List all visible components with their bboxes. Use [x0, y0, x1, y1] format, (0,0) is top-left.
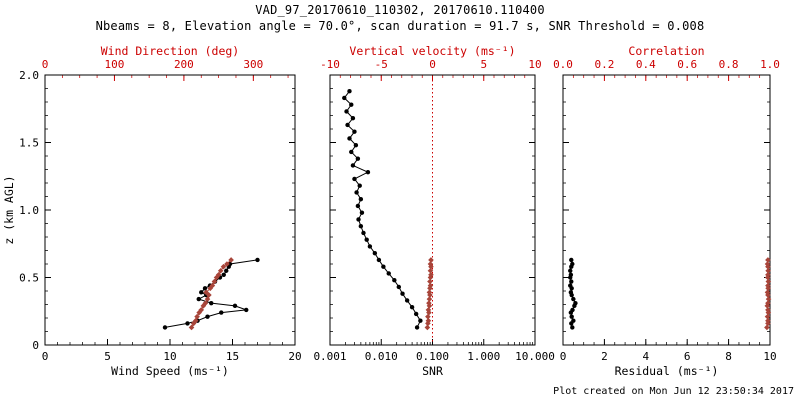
- svg-text:10: 10: [763, 350, 776, 363]
- svg-text:20: 20: [288, 350, 301, 363]
- svg-text:Vertical velocity (ms⁻¹): Vertical velocity (ms⁻¹): [349, 44, 515, 58]
- svg-text:-10: -10: [320, 58, 340, 71]
- svg-text:0.4: 0.4: [636, 58, 656, 71]
- svg-text:10.000: 10.000: [515, 350, 555, 363]
- svg-text:Correlation: Correlation: [628, 44, 704, 58]
- svg-text:5: 5: [480, 58, 487, 71]
- svg-text:z (km AGL): z (km AGL): [2, 175, 16, 244]
- svg-text:2.0: 2.0: [19, 69, 39, 82]
- svg-text:1.000: 1.000: [467, 350, 500, 363]
- svg-text:0: 0: [32, 339, 39, 352]
- svg-text:-5: -5: [375, 58, 388, 71]
- panel-frame: [329, 74, 536, 346]
- panel-frame: [44, 74, 296, 346]
- correlation-series: [764, 257, 772, 331]
- vertical-velocity-series: [424, 257, 434, 331]
- svg-text:0: 0: [560, 350, 567, 363]
- plot-subtitle: Nbeams = 8, Elevation angle = 70.0°, sca…: [95, 19, 705, 33]
- svg-text:1.0: 1.0: [19, 204, 39, 217]
- svg-text:300: 300: [243, 58, 263, 71]
- svg-text:0.010: 0.010: [365, 350, 398, 363]
- svg-text:0.6: 0.6: [677, 58, 697, 71]
- svg-text:200: 200: [174, 58, 194, 71]
- svg-text:0.8: 0.8: [719, 58, 739, 71]
- panel-wind: 0 0.5 1.0 1.5 2.0 z (km AGL) 0 5 10 15 20 Wind Spee…: [2, 44, 302, 378]
- svg-text:5: 5: [104, 350, 111, 363]
- svg-text:0.001: 0.001: [313, 350, 346, 363]
- svg-text:0.0: 0.0: [553, 58, 573, 71]
- svg-text:6: 6: [684, 350, 691, 363]
- panel-residual: 0 2 4 6 8 10 Residual (ms⁻¹) 0.0 0.2 0.4 0.6 0.8 1.0…: [553, 44, 780, 378]
- svg-text:0: 0: [42, 350, 49, 363]
- svg-text:0.100: 0.100: [416, 350, 449, 363]
- panel-frame: [562, 74, 771, 346]
- svg-text:Wind Speed (ms⁻¹): Wind Speed (ms⁻¹): [111, 364, 229, 378]
- svg-text:10: 10: [528, 58, 541, 71]
- wind-direction-series: [188, 257, 234, 331]
- wind-speed-series: [162, 257, 260, 330]
- svg-text:0: 0: [429, 58, 436, 71]
- svg-text:2: 2: [601, 350, 608, 363]
- residual-series: [568, 257, 578, 330]
- svg-text:100: 100: [105, 58, 125, 71]
- panel-snr: 0.001 0.010 0.100 1.000 10.000 SNR -10 -5 0 5 10 Ve…: [313, 44, 554, 378]
- svg-text:0.5: 0.5: [19, 272, 39, 285]
- svg-text:1.5: 1.5: [19, 137, 39, 150]
- svg-text:8: 8: [725, 350, 732, 363]
- svg-text:0: 0: [42, 58, 49, 71]
- svg-text:15: 15: [226, 350, 239, 363]
- plot-title: VAD_97_20170610_110302, 20170610.110400: [255, 3, 545, 17]
- snr-series: [342, 89, 423, 330]
- creation-timestamp: Plot created on Mon Jun 12 23:50:34 2017: [553, 386, 794, 397]
- svg-text:10: 10: [163, 350, 176, 363]
- svg-text:SNR: SNR: [422, 364, 443, 378]
- svg-text:1.0: 1.0: [760, 58, 780, 71]
- svg-text:0.2: 0.2: [594, 58, 614, 71]
- svg-text:Wind Direction (deg): Wind Direction (deg): [101, 44, 239, 58]
- svg-text:Residual (ms⁻¹): Residual (ms⁻¹): [615, 364, 719, 378]
- svg-text:4: 4: [642, 350, 649, 363]
